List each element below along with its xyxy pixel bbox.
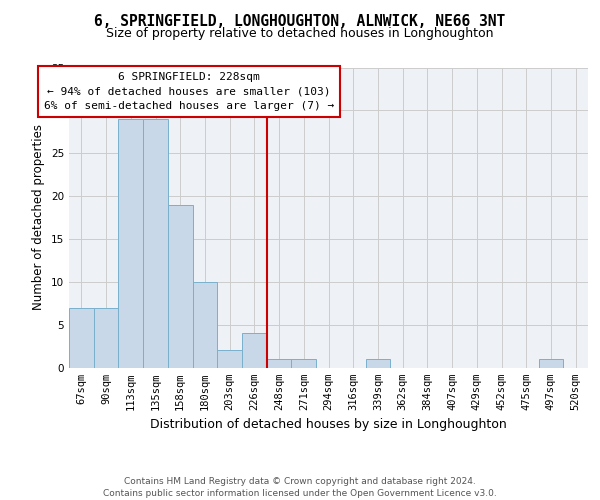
Bar (217, 350, 242, 368)
X-axis label: Distribution of detached houses by size in Longhoughton: Distribution of detached houses by size … (150, 418, 507, 431)
Bar (365, 359, 390, 368)
Bar (168, 204, 193, 368)
Bar (267, 359, 292, 368)
Bar (539, 359, 563, 368)
Bar (69, 308, 94, 368)
Bar (242, 333, 267, 368)
Bar (94, 308, 118, 368)
Text: 6 SPRINGFIELD: 228sqm
← 94% of detached houses are smaller (103)
6% of semi-deta: 6 SPRINGFIELD: 228sqm ← 94% of detached … (44, 72, 334, 112)
Text: Size of property relative to detached houses in Longhoughton: Size of property relative to detached ho… (106, 28, 494, 40)
Text: 6, SPRINGFIELD, LONGHOUGHTON, ALNWICK, NE66 3NT: 6, SPRINGFIELD, LONGHOUGHTON, ALNWICK, N… (94, 14, 506, 29)
Y-axis label: Number of detached properties: Number of detached properties (32, 124, 46, 310)
Bar (143, 119, 168, 368)
Bar (292, 359, 316, 368)
Text: Contains HM Land Registry data © Crown copyright and database right 2024.
Contai: Contains HM Land Registry data © Crown c… (103, 476, 497, 498)
Bar (193, 282, 217, 368)
Bar (118, 119, 143, 368)
